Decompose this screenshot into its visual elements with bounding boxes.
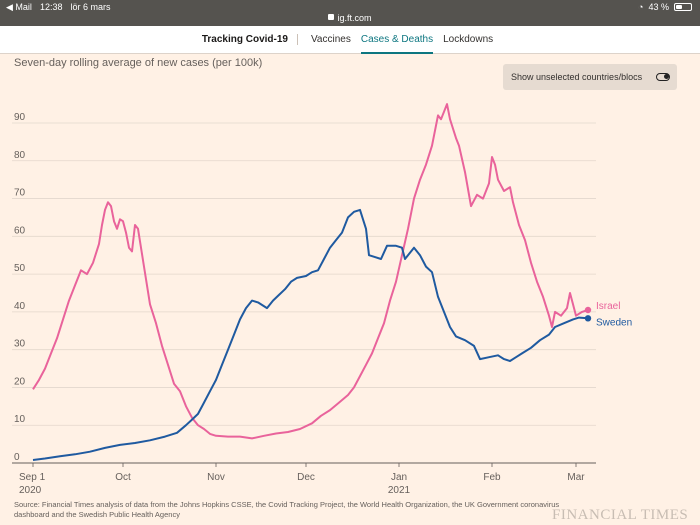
x-tick-label: Sep 1	[19, 472, 46, 483]
battery-icon	[674, 3, 692, 11]
address-bar[interactable]: ig.ft.com	[0, 13, 700, 23]
x-tick-label: Feb	[483, 472, 501, 483]
y-tick-label: 70	[14, 188, 26, 199]
cases-line-chart: 0 10 20 30 40 50 60 70 80 90 Sep 1 2020 Oct Nov Dec Ja…	[12, 103, 632, 496]
tab-lockdowns[interactable]: Lockdowns	[443, 33, 494, 45]
toggle-switch-icon[interactable]	[656, 73, 670, 81]
x-tick-label: Oct	[115, 472, 131, 483]
x-tick-label: Jan	[391, 472, 407, 483]
lock-icon	[328, 14, 335, 20]
toggle-label: Show unselected countries/blocs	[511, 72, 643, 82]
status-date: lör 6 mars	[70, 2, 111, 12]
y-tick-label: 20	[14, 376, 26, 387]
series-endpoint-israel	[584, 306, 592, 314]
show-unselected-toggle[interactable]: Show unselected countries/blocs	[503, 64, 677, 90]
series-label-sweden: Sweden	[596, 317, 632, 328]
tab-cases-deaths[interactable]: Cases & Deaths	[360, 26, 434, 54]
back-to-app-link[interactable]: ◀ Mail	[6, 2, 32, 12]
y-tick-label: 0	[14, 452, 20, 463]
y-tick-label: 90	[14, 112, 26, 123]
y-tick-label: 10	[14, 414, 26, 425]
series-label-israel: Israel	[596, 301, 620, 312]
x-tick-label: Nov	[207, 472, 225, 483]
x-tick-sublabel: 2021	[388, 485, 411, 496]
x-tick-sublabel: 2020	[19, 485, 42, 496]
series-line-israel	[32, 103, 589, 440]
y-tick-label: 50	[14, 263, 26, 274]
status-bar: ◀ Mail 12:38 lör 6 mars ◔ 43 % ig.ft.com	[0, 0, 700, 26]
chart-title: Seven-day rolling average of new cases (…	[14, 57, 263, 69]
ft-logo: FINANCIAL TIMES	[552, 507, 689, 523]
url-text: ig.ft.com	[337, 13, 372, 23]
source-note: Source: Financial Times analysis of data…	[14, 500, 560, 519]
wifi-icon: ◔	[638, 2, 644, 12]
x-tick-label: Dec	[297, 472, 315, 483]
x-tick-label: Mar	[567, 472, 585, 483]
series-line-sweden	[32, 208, 589, 461]
y-tick-label: 30	[14, 339, 26, 350]
y-tick-label: 60	[14, 225, 26, 236]
series-endpoint-sweden	[584, 315, 592, 322]
battery-percent: 43 %	[648, 2, 669, 12]
y-tick-label: 80	[14, 150, 26, 161]
nav-title[interactable]: Tracking Covid-19	[202, 34, 298, 45]
status-time: 12:38	[39, 2, 63, 12]
tab-vaccines[interactable]: Vaccines	[311, 33, 351, 45]
y-tick-label: 40	[14, 301, 26, 312]
nav-bar: Tracking Covid-19 Vaccines Cases & Death…	[0, 26, 700, 54]
